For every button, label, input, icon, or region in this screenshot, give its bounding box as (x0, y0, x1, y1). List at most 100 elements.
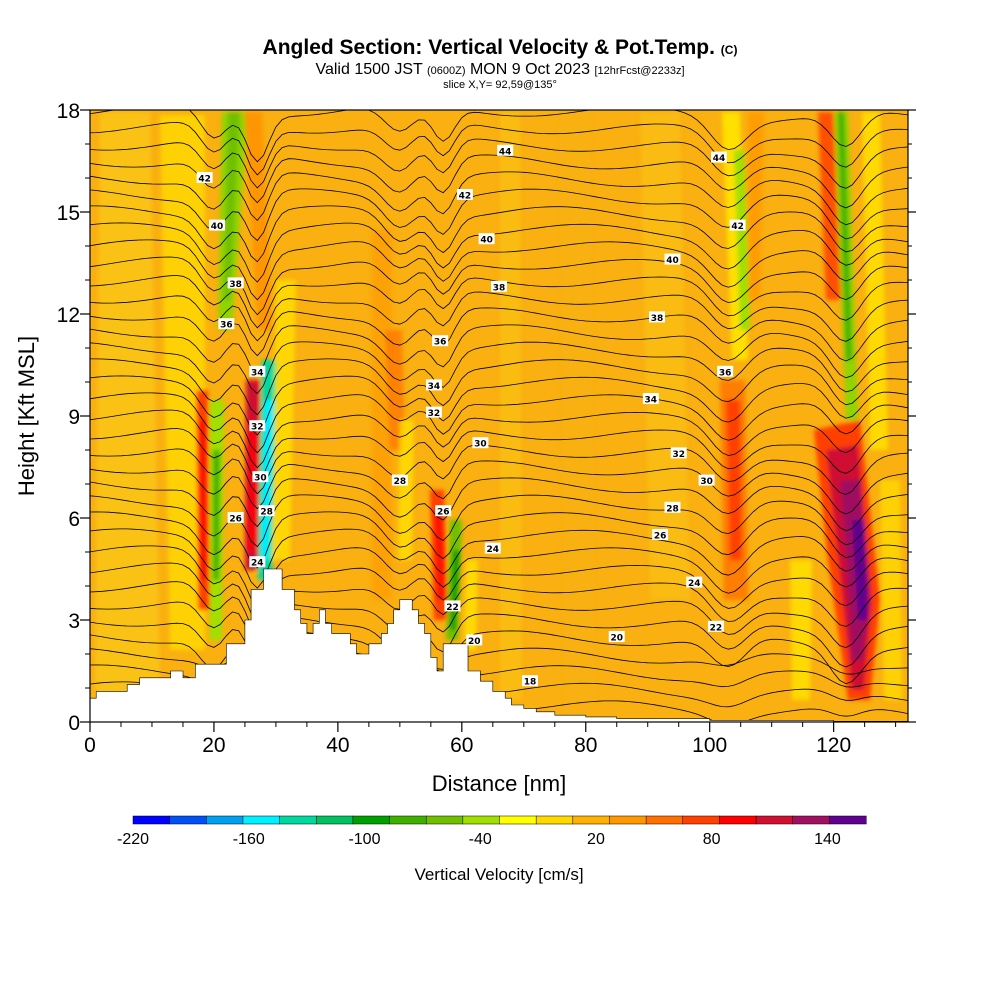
contour-label-box (642, 393, 659, 404)
contour-label: 32 (672, 450, 685, 460)
contour-label: 24 (487, 545, 500, 555)
contour-label-box (444, 600, 461, 612)
contour-label-box (209, 219, 226, 231)
contour-label-box (652, 529, 669, 540)
contour-label-box (218, 318, 235, 330)
contour-label-box (435, 505, 452, 517)
slice-info: slice X,Y= 92,59@135° (443, 79, 557, 91)
colorbar-swatch (242, 815, 281, 825)
contour-label: 34 (251, 368, 264, 378)
velocity-field: 44 44 42 42 42 40 40 40 38 38 38 36 36 36 34 34 34 32 32 32… (90, 110, 908, 722)
contour-label: 38 (651, 314, 664, 324)
contour-label: 32 (428, 409, 441, 419)
contour-label-box (497, 144, 514, 156)
y-tick-label: 15 (57, 202, 80, 225)
contour-label: 38 (493, 283, 506, 293)
colorbar-label: Vertical Velocity [cm/s] (414, 865, 583, 884)
theta-contour-line (90, 428, 908, 482)
contour-label-box (670, 447, 687, 459)
x-tick-label: 120 (816, 734, 851, 757)
contour-label-box (491, 280, 507, 292)
contour-label: 26 (437, 508, 450, 518)
theta-contour-line (90, 528, 908, 589)
colorbar-tick-label: -160 (233, 831, 265, 848)
contour-label-box (425, 406, 442, 418)
colorbar-tick-label: -40 (469, 831, 492, 848)
contour-label: 44 (499, 147, 512, 157)
contour-label-box (249, 365, 266, 377)
contour-label-box (664, 501, 681, 513)
valid-main: Valid 1500 JST (315, 61, 423, 78)
contour-label: 18 (524, 678, 537, 688)
theta-contour-line (90, 138, 908, 189)
theta-contour-line (90, 307, 908, 362)
theta-contour-line (90, 444, 908, 495)
theta-contour-line (90, 171, 908, 226)
contour-label-box (649, 311, 666, 323)
contour-label: 30 (474, 440, 487, 450)
contour-label-box (456, 189, 473, 200)
contour-label-box (707, 620, 724, 632)
y-tick-label: 3 (68, 610, 80, 633)
contour-label-box (196, 172, 213, 183)
chart-header: Angled Section: Vertical Velocity & Pot.… (0, 36, 1000, 91)
theta-contour-line (90, 110, 908, 163)
contour-label-box (252, 471, 269, 483)
valid-utc: (0600Z) (426, 65, 466, 77)
theta-contour-line (90, 291, 908, 342)
contour-label-box (432, 335, 449, 347)
theta-contour-line (90, 581, 908, 635)
theta-contour-line (90, 511, 908, 569)
contour-label: 42 (731, 222, 744, 232)
contour-label-box (698, 474, 715, 486)
x-tick-label: 80 (574, 734, 597, 757)
contour-label: 24 (688, 579, 701, 589)
theta-contour-line (90, 324, 908, 379)
terrain-mask (90, 568, 908, 722)
contour-label: 20 (468, 637, 481, 647)
x-axis-label: Distance [nm] (432, 771, 567, 796)
y-axis-label: Height [Kft MSL] (14, 336, 39, 496)
y-tick-label: 12 (57, 304, 80, 327)
colorbar-swatch (829, 815, 867, 825)
contour-label: 34 (428, 382, 441, 392)
title-mark: (C) (720, 43, 738, 57)
colorbar-swatch (572, 815, 610, 825)
contour-label: 38 (229, 280, 242, 290)
theta-contour-line (90, 545, 908, 607)
contour-label: 30 (254, 474, 267, 484)
contour-label-box (710, 151, 727, 163)
colorbar-swatch (425, 815, 464, 825)
theta-contour-line (90, 375, 908, 436)
contour-label: 40 (666, 256, 679, 266)
contour-label: 28 (666, 504, 679, 514)
y-tick-label: 0 (68, 712, 80, 735)
contour-label: 26 (654, 532, 667, 542)
theta-contour-line (90, 121, 908, 176)
contour-label-box (686, 576, 703, 588)
contour-label-box (717, 365, 734, 377)
x-tick-label: 0 (84, 734, 96, 757)
theta-contour-line (90, 494, 908, 548)
contour-label: 36 (220, 321, 233, 331)
colorbar-swatch (169, 815, 207, 825)
theta-contour-line (90, 239, 908, 301)
colorbar-swatch (535, 815, 574, 825)
theta-contour-line (90, 613, 908, 668)
chart-title: Angled Section: Vertical Velocity & Pot.… (0, 36, 1000, 62)
colorbar-tick-label: 140 (814, 831, 841, 848)
y-tick-label: 18 (57, 100, 80, 123)
contour-label: 28 (394, 477, 407, 487)
title-text: Angled Section: Vertical Velocity & Pot.… (262, 36, 715, 59)
contour-label-box (249, 420, 266, 432)
contour-label: 40 (480, 236, 493, 246)
theta-contour-line (90, 597, 908, 649)
contour-label: 42 (198, 175, 211, 185)
theta-contour-line (90, 460, 908, 515)
x-tick-label: 40 (326, 734, 349, 757)
contour-label: 26 (229, 515, 242, 525)
contour-label-box (729, 219, 746, 231)
contour-label: 40 (211, 222, 224, 232)
